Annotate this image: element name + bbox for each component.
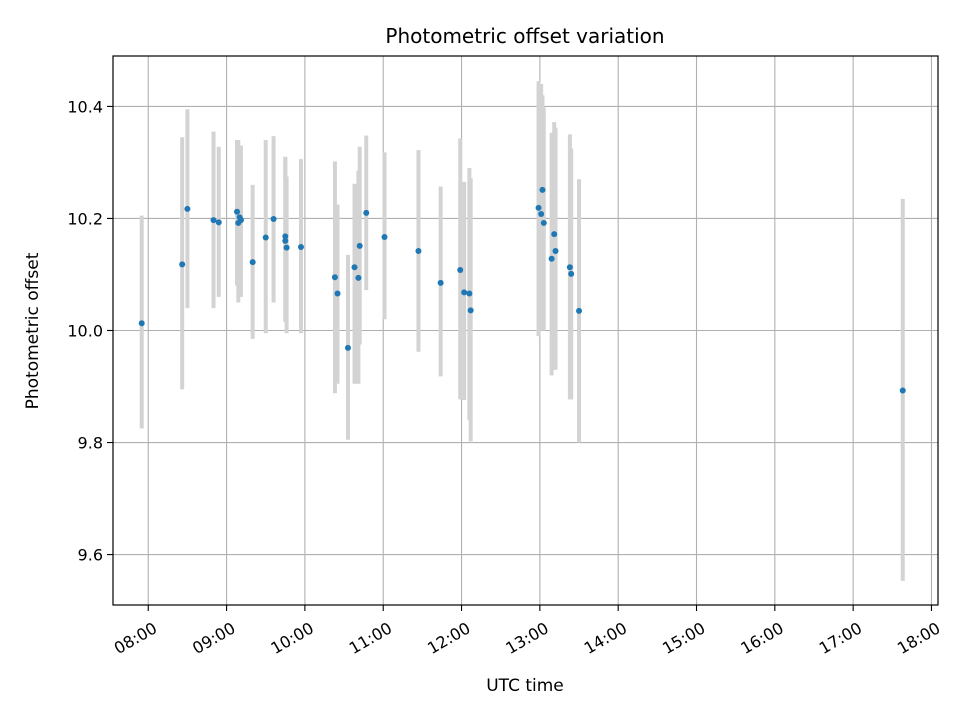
data-point	[548, 255, 555, 262]
data-point	[461, 289, 468, 296]
data-points	[138, 186, 906, 394]
data-point	[551, 231, 558, 238]
data-point	[539, 186, 546, 193]
data-point	[566, 264, 573, 271]
y-tick-label: 10.0	[67, 322, 103, 341]
data-point	[467, 307, 474, 314]
chart-title: Photometric offset variation	[385, 24, 664, 48]
data-point	[356, 242, 363, 249]
data-point	[576, 307, 583, 314]
data-point	[457, 266, 464, 273]
data-point	[351, 264, 358, 271]
data-point	[234, 208, 241, 215]
y-tick-label: 9.8	[78, 434, 103, 453]
data-point	[344, 344, 351, 351]
data-point	[215, 219, 222, 226]
data-point	[535, 204, 542, 211]
y-tick-label: 10.2	[67, 209, 103, 228]
data-point	[899, 387, 906, 394]
data-point	[466, 290, 473, 297]
data-point	[297, 244, 304, 251]
data-point	[381, 233, 388, 240]
data-point	[237, 217, 244, 224]
data-point	[568, 270, 575, 277]
data-point	[262, 234, 269, 241]
data-point	[355, 274, 362, 281]
data-point	[138, 320, 145, 327]
data-point	[282, 233, 289, 240]
data-point	[282, 237, 289, 244]
y-axis-ticks: 9.6 9.8 10.0 10.2 10.4	[67, 97, 113, 565]
data-point	[179, 261, 186, 268]
y-tick-label: 10.4	[67, 97, 103, 116]
data-point	[538, 210, 545, 217]
x-axis-title: UTC time	[486, 676, 564, 696]
y-tick-label: 9.6	[78, 546, 103, 565]
data-point	[334, 290, 341, 297]
data-point	[540, 219, 547, 226]
data-point	[331, 274, 338, 281]
data-point	[249, 259, 256, 266]
data-point	[552, 247, 559, 254]
data-point	[270, 216, 277, 223]
data-point	[437, 279, 444, 286]
data-point	[363, 209, 370, 216]
data-point	[184, 205, 191, 212]
data-point	[210, 217, 217, 224]
data-point	[415, 247, 422, 254]
y-axis-title: Photometric offset	[23, 252, 43, 409]
data-point	[283, 244, 290, 251]
